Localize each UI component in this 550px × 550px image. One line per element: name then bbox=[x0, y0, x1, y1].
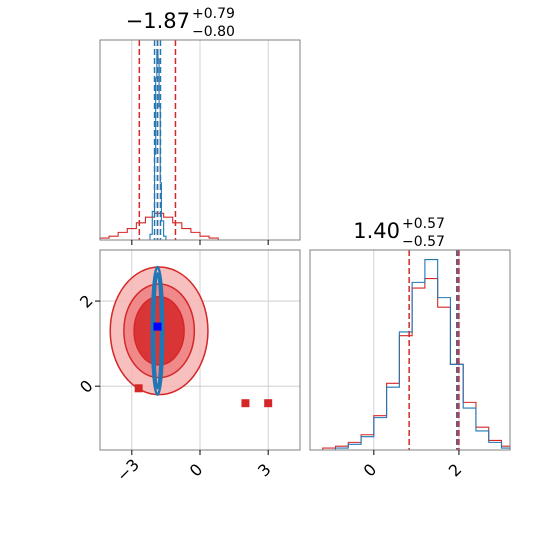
p2-2d-panel: −3 0 3 0 2 bbox=[76, 249, 301, 485]
panel-title-sup: +0.79 bbox=[192, 6, 235, 22]
marker-red bbox=[134, 384, 143, 393]
histogram-step bbox=[99, 212, 219, 240]
contour-red bbox=[133, 296, 185, 366]
x-tick-label: 0 bbox=[360, 460, 381, 481]
panel-frame bbox=[309, 249, 511, 451]
panel-title-value: −1.87 bbox=[126, 9, 190, 33]
panel-title-sup: +0.57 bbox=[402, 216, 445, 232]
panel-title-sub: −0.80 bbox=[192, 24, 235, 40]
histogram-step bbox=[310, 258, 511, 451]
contour-blue bbox=[152, 272, 163, 390]
marker-blue bbox=[153, 322, 162, 331]
x-tick-label: −3 bbox=[113, 455, 143, 485]
y-tick-label: 0 bbox=[76, 376, 97, 397]
histogram-step bbox=[310, 278, 511, 451]
panel-title-sub: −0.57 bbox=[402, 234, 445, 250]
panel-title-value: 1.40 bbox=[353, 219, 400, 243]
x-tick-label: 3 bbox=[254, 460, 275, 481]
p1-histogram-panel: −1.87 +0.79 −0.80 bbox=[99, 6, 301, 245]
x-tick-label: 0 bbox=[186, 460, 207, 481]
marker-red bbox=[264, 399, 273, 408]
contour-blue bbox=[150, 265, 165, 396]
x-tick-label: 2 bbox=[445, 460, 466, 481]
p3-histogram-panel: 1.40 +0.57 −0.57 0 2 bbox=[309, 216, 511, 481]
y-tick-label: 2 bbox=[76, 291, 97, 312]
marker-red bbox=[241, 399, 250, 408]
